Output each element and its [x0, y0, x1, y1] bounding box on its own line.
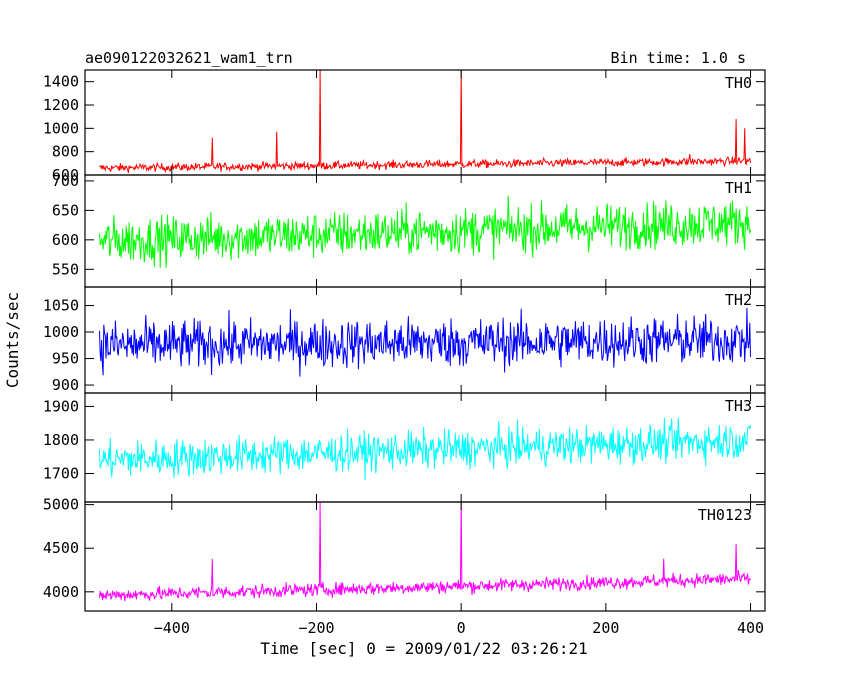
series-line-th2	[99, 307, 751, 377]
x-tick-label: 400	[737, 619, 764, 637]
y-tick-label: 1200	[43, 96, 79, 114]
series-line-th0	[99, 69, 751, 174]
y-tick-label: 650	[52, 201, 79, 219]
y-tick-label: 700	[52, 172, 79, 190]
y-tick-label: 1800	[43, 431, 79, 449]
panel-label-th2: TH2	[725, 291, 752, 309]
y-tick-label: 1900	[43, 397, 79, 415]
panel-th1: 550 600 650 700 TH1	[52, 172, 766, 288]
y-tick-label: 1000	[43, 323, 79, 341]
y-tick-label: 5000	[43, 496, 79, 514]
y-tick-label: 4500	[43, 539, 79, 557]
y-tick-label: 600	[52, 231, 79, 249]
panel-frame	[84, 69, 766, 176]
y-tick-label: 800	[52, 143, 79, 161]
panel-th0123: 4000 4500 5000 TH0123	[43, 496, 766, 612]
x-tick-label: −400	[154, 619, 190, 637]
panel-label-th3: TH3	[725, 397, 752, 415]
x-axis-title: Time [sec] 0 = 2009/01/22 03:26:21	[260, 639, 588, 658]
y-tick-label: 1700	[43, 464, 79, 482]
y-tick-label: 1400	[43, 73, 79, 91]
panel-frame	[84, 501, 766, 612]
series-line-th0123	[99, 501, 751, 602]
y-tick-label: 600	[52, 166, 79, 184]
panel-label-th1: TH1	[725, 179, 752, 197]
panel-label-th0: TH0	[725, 74, 752, 92]
y-tick-label: 950	[52, 350, 79, 368]
y-tick-label: 550	[52, 260, 79, 278]
panel-th3: 1700 1800 1900 TH3	[43, 392, 766, 503]
series-line-th1	[99, 195, 751, 268]
panel-th0: 600 800 1000 1200 1400 TH0	[43, 69, 766, 184]
panel-th2: 900 950 1000 1050 TH2	[43, 286, 766, 394]
y-tick-label: 900	[52, 376, 79, 394]
y-tick-label: 4000	[43, 583, 79, 601]
x-tick-label: 200	[592, 619, 619, 637]
x-tick-label: 0	[457, 619, 466, 637]
y-axis-title: Counts/sec	[3, 292, 22, 388]
x-tick-label: −200	[298, 619, 334, 637]
y-tick-label: 1000	[43, 119, 79, 137]
chart-title: ae090122032621_wam1_trn	[85, 49, 293, 67]
y-tick-label: 1050	[43, 297, 79, 315]
panel-label-th0123: TH0123	[698, 506, 752, 524]
bin-time-label: Bin time: 1.0 s	[611, 49, 746, 67]
series-line-th3	[99, 417, 751, 481]
